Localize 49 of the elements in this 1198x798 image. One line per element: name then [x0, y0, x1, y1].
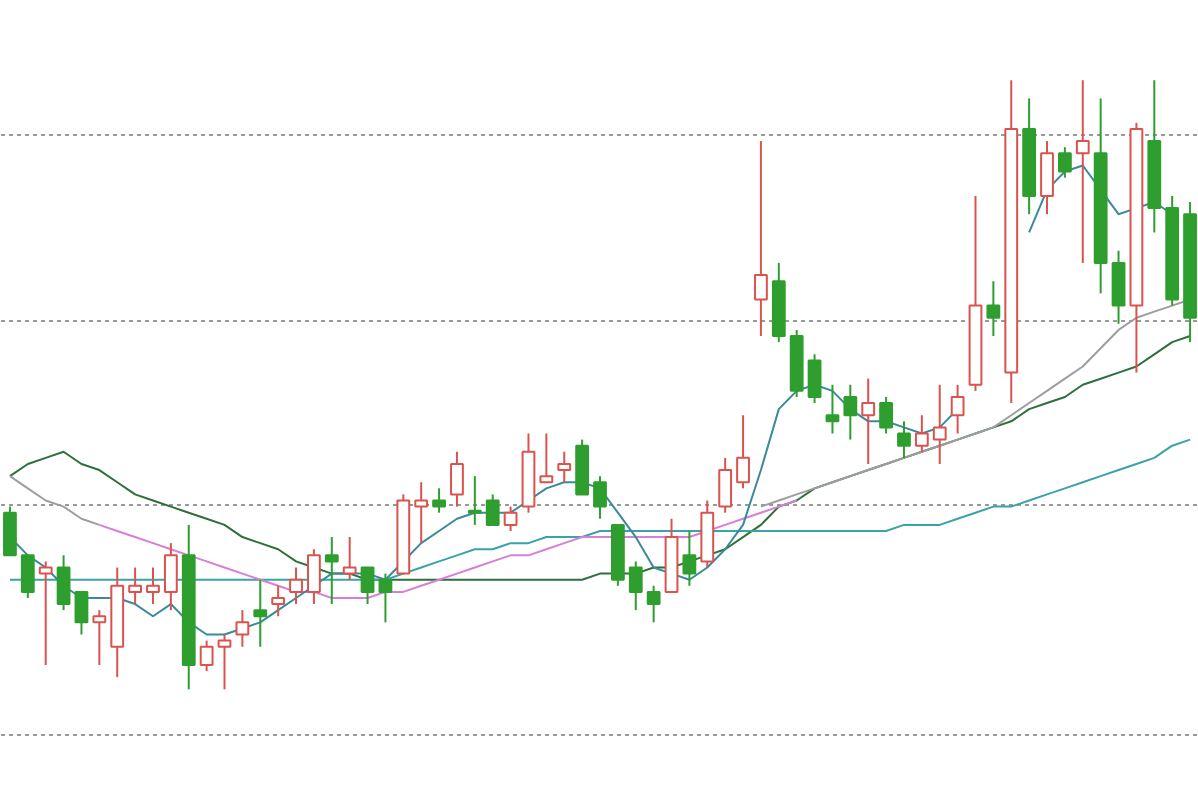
candlestick: [3, 505, 17, 557]
candlestick: [950, 383, 965, 435]
candlestick: [825, 383, 840, 435]
candlestick: [843, 383, 858, 441]
candlestick: [56, 554, 71, 612]
candlestick: [432, 487, 446, 514]
candlestick: [360, 566, 375, 606]
candlestick: [128, 566, 143, 606]
candlestick: [593, 475, 607, 520]
candlestick: [503, 505, 518, 532]
candlestick: [1111, 249, 1126, 325]
candlestick: [736, 414, 750, 490]
candlestick: [271, 584, 286, 618]
candlestick: [897, 420, 911, 459]
candlestick: [1040, 140, 1054, 216]
candlestick: [378, 572, 393, 624]
candlestick: [557, 450, 572, 484]
candlestick: [932, 383, 947, 465]
candlestick: [163, 542, 178, 612]
candlestick: [414, 481, 429, 545]
candlestick: [38, 560, 53, 666]
candlestick: [235, 609, 250, 648]
candlestick: [861, 377, 876, 465]
candlestick: [342, 536, 357, 581]
candlestick: [718, 456, 733, 514]
candlestick: [646, 584, 661, 624]
candlestick: [146, 566, 160, 606]
candlestick: [253, 578, 268, 648]
candlestick: [289, 566, 303, 606]
candlestick: [485, 493, 500, 526]
candlestick: [20, 554, 35, 599]
candlestick: [628, 560, 643, 612]
candlestick: [467, 475, 482, 526]
candlestick: [324, 536, 339, 606]
candlestick: [74, 590, 89, 636]
candlestick: [450, 450, 464, 508]
candlestick: [682, 529, 697, 587]
candlestick: [217, 633, 232, 691]
candlestick: [539, 432, 554, 484]
candlestick: [807, 353, 822, 405]
candlestick: [1057, 146, 1072, 179]
candlestick: [879, 395, 893, 435]
candlestick: [92, 609, 107, 666]
candlestick: [307, 548, 321, 606]
candlestick: [986, 280, 1001, 338]
candlestick: [1075, 79, 1090, 264]
candlestick: [199, 639, 214, 673]
candlestick: [914, 414, 929, 453]
candlestick: [754, 140, 768, 338]
